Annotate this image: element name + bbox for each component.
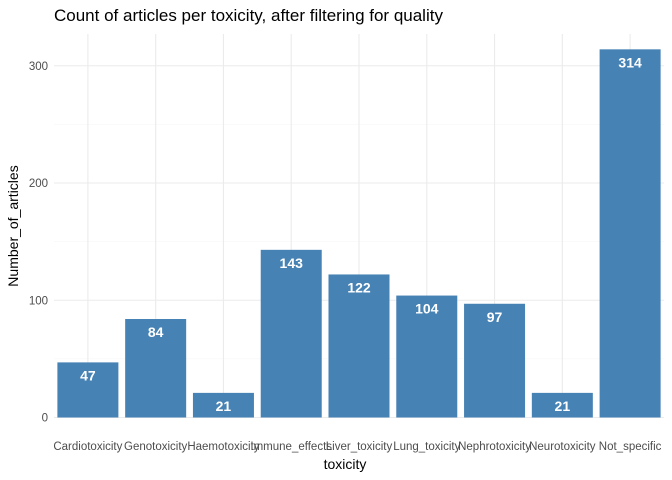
x-tick-label: Neurotoxicity [529,441,596,453]
bar [599,49,661,418]
x-tick-label: Immune_effects [250,441,332,453]
chart-title: Count of articles per toxicity, after fi… [54,6,443,25]
bar [464,303,526,418]
x-tick-label: Haemotoxicity [187,441,259,453]
y-tick-labels: 0 100 200 300 [29,61,48,425]
data-label: 47 [80,367,96,383]
y-tick-label: 300 [29,61,48,73]
data-label: 21 [216,398,232,414]
bar [57,362,119,418]
bar [260,249,322,418]
data-label: 104 [415,301,439,317]
bars [57,49,661,418]
x-tick-label: Genotoxicity [124,441,188,453]
y-tick-label: 200 [29,178,48,190]
y-axis-title: Number_of_articles [5,165,21,286]
x-tick-labels: Cardiotoxicity Genotoxicity HaemotoxicityI… [53,441,661,453]
data-label: 122 [347,279,371,295]
bar [396,295,458,418]
bar [125,319,187,418]
x-axis-title: toxicity [324,456,367,472]
x-tick-label: Lung_toxicity [393,441,460,453]
data-label: 314 [618,54,642,70]
x-tick-label: Liver_toxicity [326,441,393,453]
x-tick-label: Cardiotoxicity [53,441,122,453]
data-labels: 47 84 21 143 122 104 97 21 314 [80,54,642,414]
data-label: 84 [148,324,164,340]
bar [192,392,254,418]
bar [328,274,390,418]
y-tick-label: 0 [42,413,48,425]
bar [531,392,593,418]
x-tick-label: Not_specific [599,441,662,453]
data-label: 97 [487,309,503,325]
x-tick-label: Nephrotoxicity [458,441,531,453]
y-tick-label: 100 [29,295,48,307]
data-label: 143 [280,255,304,271]
data-label: 21 [555,398,571,414]
